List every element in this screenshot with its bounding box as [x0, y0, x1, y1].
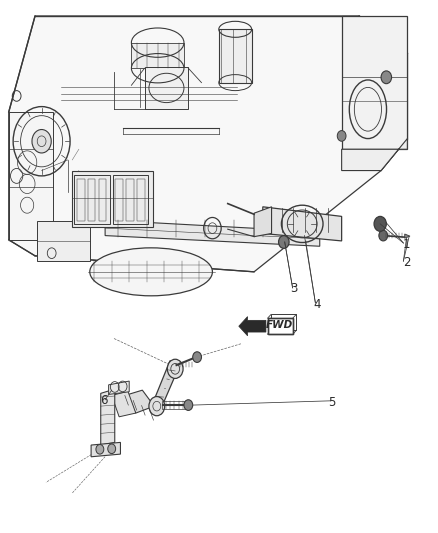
Polygon shape	[112, 391, 136, 417]
Bar	[77, 179, 85, 221]
Polygon shape	[342, 139, 407, 171]
Bar	[342, 16, 407, 149]
Polygon shape	[405, 234, 410, 238]
Bar	[131, 43, 184, 68]
Bar	[219, 29, 252, 83]
Polygon shape	[91, 442, 120, 457]
Bar	[88, 179, 95, 221]
Bar	[115, 179, 123, 221]
Bar	[37, 221, 90, 261]
Polygon shape	[268, 318, 293, 334]
Bar	[72, 171, 153, 227]
Bar	[145, 67, 188, 109]
Polygon shape	[9, 16, 407, 272]
Circle shape	[381, 71, 392, 84]
Bar	[74, 175, 110, 224]
Text: FWD: FWD	[266, 320, 293, 330]
Circle shape	[193, 352, 201, 362]
Circle shape	[149, 397, 165, 416]
Bar	[99, 179, 106, 221]
Circle shape	[337, 131, 346, 141]
Polygon shape	[101, 389, 115, 445]
Polygon shape	[105, 220, 320, 246]
Circle shape	[108, 444, 116, 454]
Circle shape	[184, 400, 193, 410]
Circle shape	[379, 230, 388, 241]
Polygon shape	[109, 381, 129, 394]
Text: 3: 3	[291, 282, 298, 295]
Text: 4: 4	[313, 298, 321, 311]
Circle shape	[96, 445, 104, 454]
FancyArrow shape	[239, 317, 266, 336]
Polygon shape	[263, 207, 342, 241]
Text: 2: 2	[403, 256, 410, 269]
Circle shape	[279, 236, 289, 248]
Circle shape	[32, 130, 51, 153]
Ellipse shape	[90, 248, 212, 296]
Polygon shape	[152, 361, 181, 406]
Polygon shape	[125, 390, 154, 413]
Circle shape	[167, 359, 183, 378]
Bar	[137, 179, 145, 221]
Text: 5: 5	[328, 396, 336, 409]
Text: 1: 1	[403, 238, 410, 251]
Text: 6: 6	[100, 394, 108, 407]
Polygon shape	[254, 207, 272, 237]
Bar	[9, 112, 53, 240]
Circle shape	[374, 216, 386, 231]
Bar	[113, 175, 148, 224]
Bar	[126, 179, 134, 221]
